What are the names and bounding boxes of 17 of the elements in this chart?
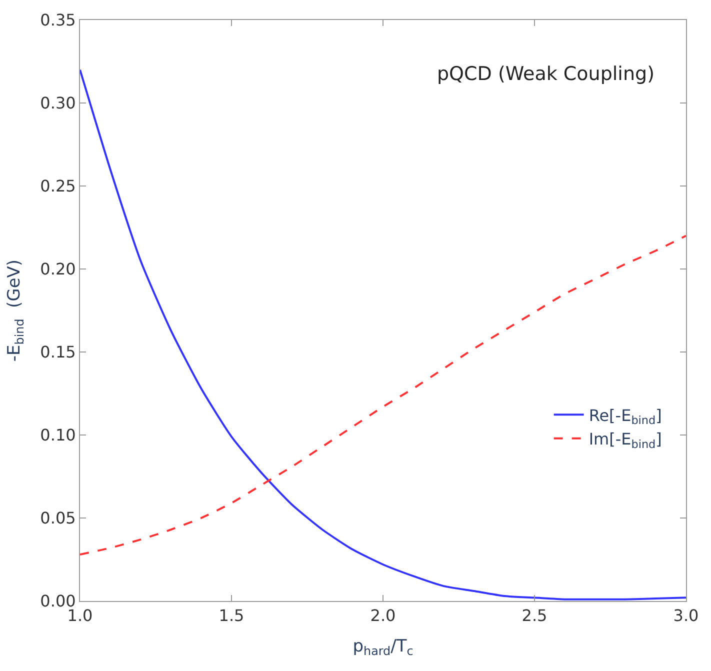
legend-label: Im[-E$_{bind}$] xyxy=(588,430,662,451)
y-tick-label: 0.20 xyxy=(40,260,76,279)
legend-label: Re[-E$_{bind}$] xyxy=(588,406,662,428)
y-tick-label: 0.25 xyxy=(40,176,76,196)
y-tick-label: 0.30 xyxy=(40,94,76,113)
x-tick-label: 2.5 xyxy=(522,606,548,626)
x-tick-label: 1.5 xyxy=(218,606,244,626)
x-axis-title: p$_{hard}$/T$_{c}$ xyxy=(352,636,414,658)
y-tick-label: 0.15 xyxy=(40,342,76,362)
x-tick-label: 2.0 xyxy=(370,606,396,626)
y-tick-label: 0.35 xyxy=(40,10,76,30)
x-tick-label: 1.0 xyxy=(67,606,93,626)
y-tick-label: 0.10 xyxy=(40,426,76,445)
line-series xyxy=(80,234,686,556)
y-tick-label: 0.05 xyxy=(40,508,76,528)
annotation: pQCD (Weak Coupling) xyxy=(437,63,654,85)
x-tick-label: 3.0 xyxy=(673,606,699,626)
